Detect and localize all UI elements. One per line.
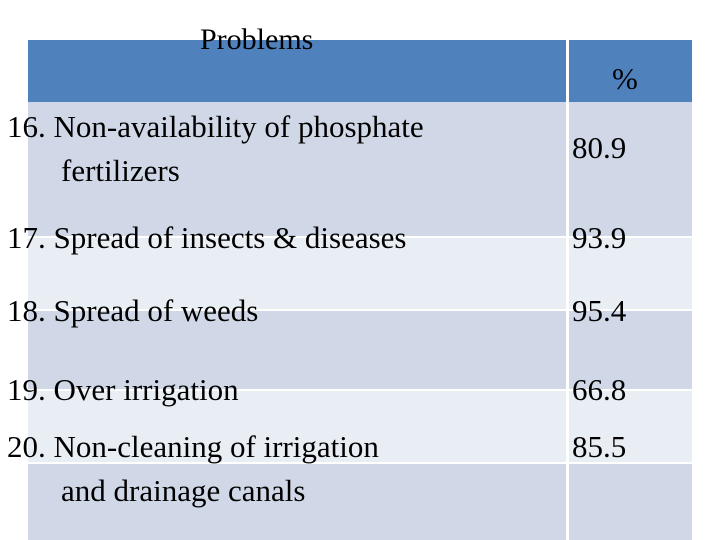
problem-cell: [28, 391, 566, 462]
row-20-value: 85.5: [572, 429, 627, 464]
row-19-value: 66.8: [572, 372, 627, 407]
row-19-problem: 19. Over irrigation: [7, 372, 239, 407]
value-cell: [569, 311, 692, 389]
header-cell-problems: [28, 40, 566, 102]
table-row: [28, 102, 692, 236]
row-17-value: 93.9: [572, 220, 627, 255]
row-17-problem: 17. Spread of insects & diseases: [7, 220, 407, 255]
problems-table: [28, 40, 692, 540]
table-row: [28, 464, 692, 540]
problem-cell: [28, 464, 566, 540]
problem-cell: [28, 102, 566, 236]
header-problems-label: Problems: [200, 23, 314, 56]
table-row: [28, 391, 692, 462]
value-cell: [569, 391, 692, 462]
header-percent-label: %: [612, 61, 638, 96]
row-18-value: 95.4: [572, 293, 627, 328]
header-cell-percent: [569, 40, 692, 102]
row-20-problem: 20. Non-cleaning of irrigation: [7, 429, 379, 464]
row-20-problem-cont: and drainage canals: [61, 473, 306, 508]
value-cell: [569, 464, 692, 540]
problem-cell: [28, 311, 566, 389]
row-16-problem-cont: fertilizers: [61, 153, 180, 188]
row-16-problem: 16. Non-availability of phosphate: [7, 109, 424, 144]
row-16-value: 80.9: [572, 130, 627, 165]
value-cell: [569, 238, 692, 309]
value-cell: [569, 102, 692, 236]
problem-cell: [28, 238, 566, 309]
row-18-problem: 18. Spread of weeds: [7, 293, 259, 328]
table-row: [28, 311, 692, 389]
table-row: [28, 238, 692, 309]
